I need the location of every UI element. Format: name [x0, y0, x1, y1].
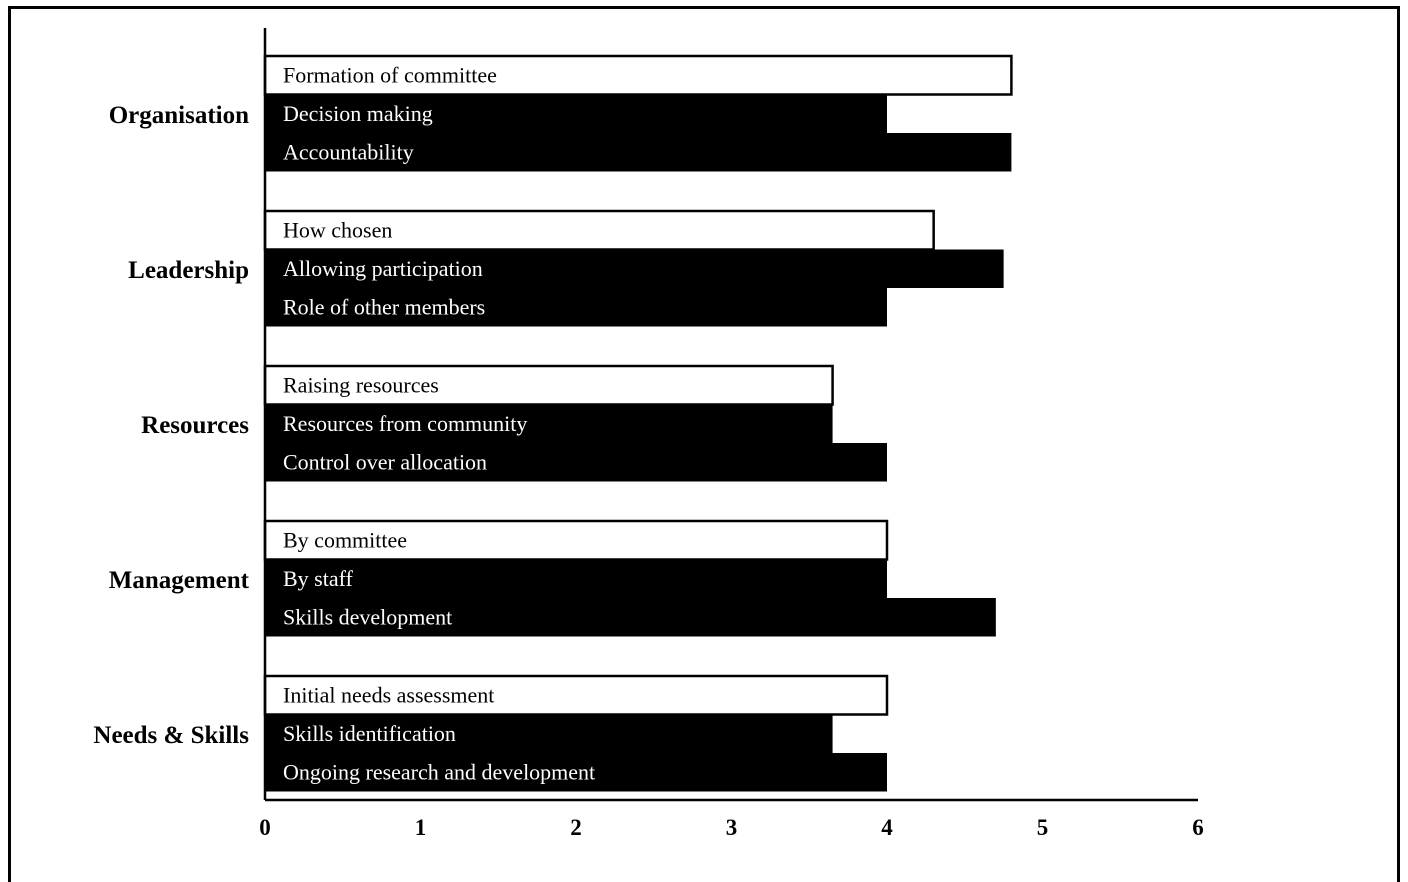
- bar: [265, 753, 887, 792]
- x-tick-label: 1: [415, 815, 427, 840]
- bar-label: Skills development: [283, 604, 452, 629]
- x-tick-label: 3: [726, 815, 738, 840]
- bar: [265, 249, 1004, 288]
- bar: [265, 94, 887, 133]
- bar-label: Allowing participation: [283, 256, 483, 281]
- bar: [265, 714, 833, 753]
- bar-label: Control over allocation: [283, 449, 487, 474]
- bar-label: How chosen: [283, 217, 392, 242]
- bar: [265, 443, 887, 482]
- category-label: Management: [109, 567, 250, 594]
- bar: [263, 519, 889, 561]
- bar: [265, 404, 833, 443]
- category-label: Organisation: [109, 102, 249, 129]
- x-tick-label: 0: [259, 815, 271, 840]
- bar: [265, 559, 887, 598]
- bar-label: Accountability: [283, 139, 414, 164]
- x-tick-label: 4: [881, 815, 893, 840]
- bar-label: Resources from community: [283, 411, 527, 436]
- bar-label: Initial needs assessment: [283, 682, 494, 707]
- axis-layer: 0 1 2 3 4 5 6: [259, 28, 1204, 840]
- category-label: Resources: [141, 412, 249, 439]
- bar-label: Role of other members: [283, 294, 485, 319]
- x-tick-label: 5: [1037, 815, 1049, 840]
- bar-label: Skills identification: [283, 721, 456, 746]
- category-label: Needs & Skills: [93, 722, 249, 749]
- labels-layer: Organisation Formation of committee Decisi…: [93, 62, 595, 784]
- x-tick-label: 6: [1192, 815, 1204, 840]
- bar: [263, 54, 1013, 96]
- bar: [265, 598, 996, 637]
- bar-label: Decision making: [283, 101, 433, 126]
- bars-layer: [263, 54, 1013, 792]
- bar-label: Raising resources: [283, 372, 439, 397]
- bar-label: By staff: [283, 566, 354, 591]
- bar-label: Formation of committee: [283, 62, 497, 87]
- x-tick-label: 2: [570, 815, 582, 840]
- category-label: Leadership: [128, 257, 249, 284]
- bar: [265, 133, 1012, 172]
- bar-label: Ongoing research and development: [283, 759, 595, 784]
- bar-label: By committee: [283, 527, 407, 552]
- bar: [265, 288, 887, 327]
